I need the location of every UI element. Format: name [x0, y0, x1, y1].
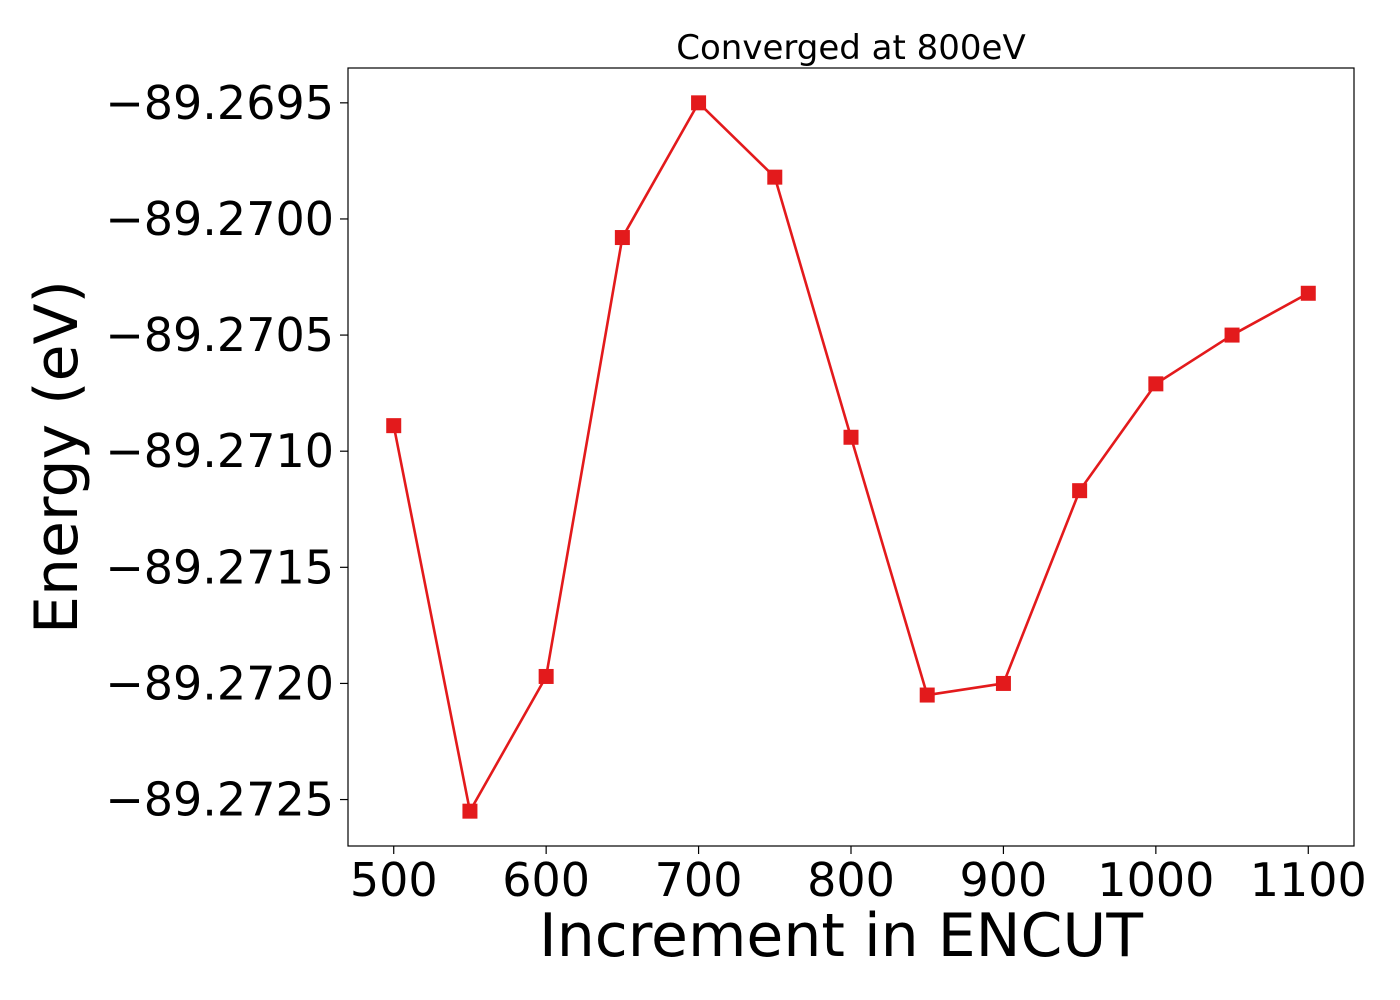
data-point-marker: [614, 230, 630, 246]
data-point-marker: [843, 429, 859, 445]
x-tick-label: 800: [807, 853, 895, 907]
data-point-marker: [1148, 376, 1164, 392]
data-point-marker: [919, 687, 935, 703]
x-tick-label: 700: [655, 853, 743, 907]
y-tick-label: −89.2725: [105, 773, 334, 827]
data-point-marker: [1072, 483, 1088, 499]
x-axis-title: Increment in ENCUT: [539, 901, 1143, 971]
data-point-marker: [1300, 285, 1316, 301]
data-point-marker: [386, 418, 402, 434]
series-layer: [386, 95, 1316, 819]
y-tick-label: −89.2700: [105, 192, 334, 246]
data-point-marker: [462, 803, 478, 819]
y-tick-label: −89.2715: [105, 540, 334, 594]
y-tick-label: −89.2720: [105, 656, 334, 710]
data-point-marker: [767, 169, 783, 185]
y-tick-label: −89.2695: [105, 76, 334, 130]
x-tick-label: 1000: [1097, 853, 1214, 907]
data-point-marker: [995, 675, 1011, 691]
data-point-marker: [538, 668, 554, 684]
y-axis-title: Energy (eV): [22, 280, 92, 634]
x-tick-label: 600: [502, 853, 590, 907]
chart-title: Converged at 800eV: [676, 28, 1025, 68]
data-point-marker: [691, 95, 707, 111]
series-line: [392, 101, 1309, 813]
x-tick-label: 900: [960, 853, 1048, 907]
y-tick-label: −89.2705: [105, 308, 334, 362]
y-tick-label: −89.2710: [105, 424, 334, 478]
x-tick-label: 1100: [1250, 853, 1367, 907]
x-tick-label: 500: [350, 853, 438, 907]
x-axis-ticks: 500 600 700 800 900 1000 1100: [350, 846, 1367, 907]
plot-area-frame: [347, 67, 1355, 847]
y-axis-ticks: −89.2725 −89.2720 −89.2715 −89.2710 −89.2705…: [105, 76, 348, 827]
data-point-marker: [1224, 327, 1240, 343]
